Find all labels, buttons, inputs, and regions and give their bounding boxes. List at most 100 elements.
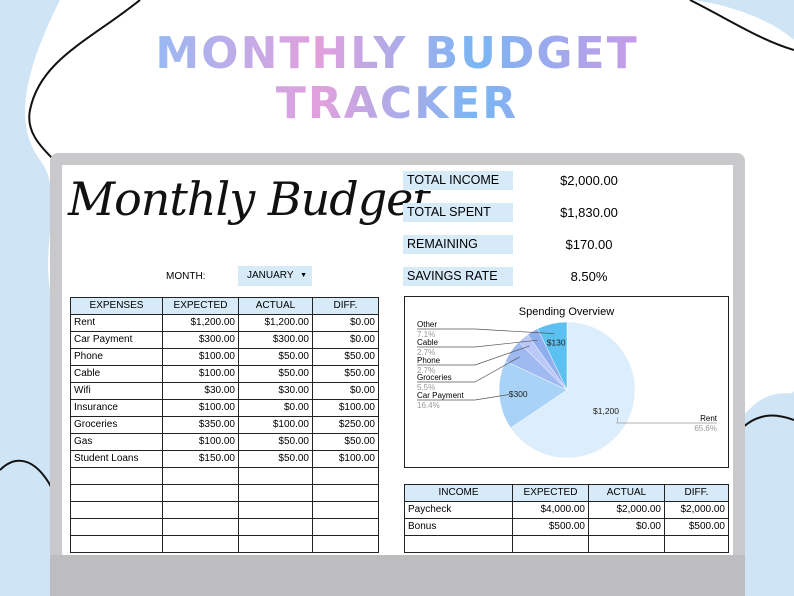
table-cell: $0.00: [313, 315, 379, 332]
slice-percent-label: 2.7%: [417, 366, 435, 375]
slice-percent-label: 2.7%: [417, 348, 435, 357]
summary-label: SAVINGS RATE: [403, 267, 513, 286]
table-cell: $50.00: [239, 451, 313, 468]
table-cell: [71, 519, 163, 536]
slice-category-label: Rent: [700, 414, 718, 423]
slice-category-label: Other: [417, 320, 437, 329]
table-cell: [313, 485, 379, 502]
table-cell: [405, 536, 513, 553]
slice-value-label: $130: [547, 337, 566, 347]
table-cell: [239, 536, 313, 553]
table-cell: [163, 502, 239, 519]
table-cell: $350.00: [163, 417, 239, 434]
table-cell: [313, 519, 379, 536]
slice-category-label: Cable: [417, 338, 438, 347]
table-cell: $100.00: [313, 451, 379, 468]
table-cell: $100.00: [163, 434, 239, 451]
column-header: ACTUAL: [239, 298, 313, 315]
table-cell: $150.00: [163, 451, 239, 468]
table-cell: [313, 502, 379, 519]
table-cell: $500.00: [513, 519, 589, 536]
table-cell: $2,000.00: [589, 502, 665, 519]
table-cell: $50.00: [313, 349, 379, 366]
table-cell: [313, 468, 379, 485]
table-cell: Groceries: [71, 417, 163, 434]
table-cell: [71, 468, 163, 485]
table-cell: $0.00: [313, 332, 379, 349]
table-cell: $50.00: [313, 434, 379, 451]
month-label: MONTH:: [166, 271, 206, 282]
leader-line: [417, 328, 555, 334]
table-cell: $50.00: [239, 349, 313, 366]
table-cell: Car Payment: [71, 332, 163, 349]
table-cell: $500.00: [665, 519, 729, 536]
column-header: DIFF.: [313, 298, 379, 315]
table-cell: Gas: [71, 434, 163, 451]
slice-percent-label: 65.6%: [694, 424, 717, 433]
table-cell: [239, 502, 313, 519]
table-cell: Phone: [71, 349, 163, 366]
leader-line: [417, 394, 510, 401]
month-value: JANUARY: [247, 270, 294, 281]
column-header: EXPENSES: [71, 298, 163, 315]
table-cell: Wifi: [71, 383, 163, 400]
table-cell: [163, 468, 239, 485]
slice-category-label: Groceries: [417, 373, 452, 382]
table-cell: $50.00: [239, 366, 313, 383]
table-cell: Rent: [71, 315, 163, 332]
summary-label: TOTAL SPENT: [403, 203, 513, 222]
pie-slice: [510, 321, 636, 459]
month-dropdown[interactable]: JANUARY ▼: [238, 266, 312, 286]
table-cell: [163, 485, 239, 502]
table-cell: $30.00: [163, 383, 239, 400]
table-cell: Paycheck: [405, 502, 513, 519]
table-cell: $100.00: [313, 400, 379, 417]
table: [70, 297, 379, 553]
column-header: ACTUAL: [589, 485, 665, 502]
table-cell: [239, 468, 313, 485]
table-cell: $250.00: [313, 417, 379, 434]
table-cell: [71, 485, 163, 502]
table-cell: $0.00: [239, 400, 313, 417]
column-header: DIFF.: [665, 485, 729, 502]
leader-line: [616, 417, 717, 424]
slice-percent-label: 5.5%: [417, 383, 435, 392]
table-cell: [163, 536, 239, 553]
pie-slice: [498, 360, 568, 429]
chart-title: Spending Overview: [518, 306, 615, 318]
table-cell: Insurance: [71, 400, 163, 417]
slice-percent-label: 16.4%: [417, 401, 440, 410]
table: [404, 484, 729, 553]
table-cell: [313, 536, 379, 553]
table-cell: $1,200.00: [163, 315, 239, 332]
table-cell: Student Loans: [71, 451, 163, 468]
table-cell: [239, 485, 313, 502]
summary-label: REMAINING: [403, 235, 513, 254]
table-cell: [589, 536, 665, 553]
table-cell: $100.00: [239, 417, 313, 434]
table-cell: $300.00: [163, 332, 239, 349]
table-cell: $50.00: [313, 366, 379, 383]
table-cell: $0.00: [589, 519, 665, 536]
table-cell: [513, 536, 589, 553]
leader-line: [417, 356, 520, 383]
table-cell: Bonus: [405, 519, 513, 536]
column-header: EXPECTED: [163, 298, 239, 315]
slice-value-label: $1,200: [593, 406, 619, 416]
leader-line: [417, 339, 538, 348]
summary-value: $170.00: [565, 237, 613, 252]
table-cell: [71, 502, 163, 519]
summary-value: $1,830.00: [560, 205, 618, 220]
table-cell: $1,200.00: [239, 315, 313, 332]
table-cell: Cable: [71, 366, 163, 383]
sheet-title: Monthly Budget: [68, 172, 431, 226]
column-header: INCOME: [405, 485, 513, 502]
summary-value: $2,000.00: [560, 173, 618, 188]
table-cell: [163, 519, 239, 536]
table-cell: $4,000.00: [513, 502, 589, 519]
slice-category-label: Phone: [417, 356, 441, 365]
pie-slice: [537, 321, 568, 391]
table-cell: $2,000.00: [665, 502, 729, 519]
slice-percent-label: 7.1%: [417, 330, 435, 339]
